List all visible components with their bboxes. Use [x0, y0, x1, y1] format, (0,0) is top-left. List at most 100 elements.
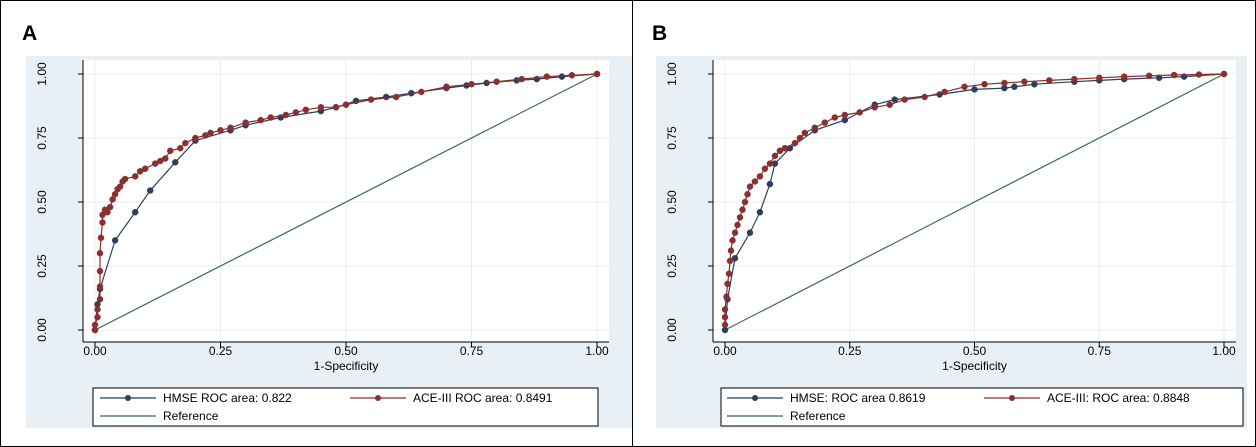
panel-a-series-1-point — [282, 111, 290, 119]
panel-a-chart: A 0.00 0.00 0.25 0.25 0.50 0.50 0.75 0.75 1.00 1.0… — [22, 22, 609, 427]
panel-a-series-1-point — [116, 183, 124, 190]
panel-b-series-1-point — [776, 147, 784, 155]
panel-b-series-1-point — [1001, 79, 1008, 87]
panel-b-x-tick-label: 0.25 — [838, 344, 862, 358]
panel-a-series-1-point — [332, 104, 340, 111]
panel-b-series-1-point — [791, 139, 799, 147]
panel-a-series-0-point — [558, 73, 566, 80]
panel-a-series-1-point — [468, 80, 475, 88]
panel-a-series-2-line — [94, 73, 598, 331]
panel-b-series-0-point — [971, 86, 978, 93]
panel-a-x-tick-label: 0.00 — [83, 344, 107, 358]
panel-a-y-tick-label: 0.25 — [35, 254, 49, 278]
panel-b-series-0-point — [731, 255, 739, 262]
panel-a-series-1-point — [418, 88, 425, 96]
panel-b-x-tick-label: 0.50 — [963, 344, 987, 358]
panel-b-series-1-point — [781, 144, 789, 152]
panel-a-y-tick-label: 0.00 — [35, 318, 49, 342]
panel-a-series-1-point — [151, 160, 159, 167]
panel-b-series-1-point — [721, 321, 729, 329]
panel-a-series-1-point — [106, 203, 114, 211]
panel-b-series-1-point — [726, 257, 734, 265]
panel-b-series-1-point — [731, 229, 739, 236]
panel-b-y-tick-label: 0.50 — [665, 190, 679, 214]
panel-a-series-1-point — [192, 134, 199, 142]
panel-b-series-1-point — [871, 104, 878, 111]
panel-b-series-1-point — [723, 293, 730, 300]
panel-b-series-2-line — [724, 73, 1225, 331]
panel-b-series-1-point — [841, 111, 849, 119]
panel-b-series-1-point — [1170, 71, 1178, 79]
panel-b-series-1-point — [741, 198, 749, 206]
panel-a-x-tick-label: 0.50 — [334, 344, 358, 358]
panel-b-y-tick-label: 0.75 — [665, 126, 679, 150]
panel-b-y-tick-label: 1.00 — [665, 62, 679, 86]
panel-b-series-1-point — [886, 101, 893, 108]
panel-a-x-axis-title: 1-Specificity — [314, 359, 379, 373]
panel-b-series-1-point — [981, 80, 988, 88]
panel-a-series-1-point — [543, 73, 551, 80]
panel-a-series-1-point — [202, 132, 209, 139]
panel-b-series-1-point — [725, 270, 733, 277]
panel-a-legend-entry-0-label: HMSE ROC area: 0.822 — [163, 391, 292, 405]
panel-a-series-1-point — [99, 211, 106, 219]
panel-a-series-1-point — [104, 208, 111, 216]
panel-b-series-1-point — [961, 83, 968, 91]
panel-b-series-0-point — [766, 180, 774, 188]
panel-a-series-1-point — [121, 175, 129, 183]
panel-a-series-1-point — [99, 219, 106, 226]
panel-b-series-1-point — [1046, 77, 1053, 84]
panel-a-label: A — [22, 22, 37, 45]
panel-a-series-1-point — [568, 72, 576, 79]
panel-b-series-1-point — [734, 221, 741, 229]
panel-b-series-1-point — [761, 165, 769, 172]
panel-a-series-1-point — [94, 313, 101, 321]
panel-b-series-1-point — [1120, 73, 1128, 80]
panel-b-series-1-point — [921, 93, 928, 101]
panel-b-x-tick-label: 0.00 — [713, 344, 737, 358]
panel-b-chart: B 0.00 0.00 0.25 0.25 0.50 0.50 0.75 0.75 1.00 1.0… — [652, 22, 1244, 427]
panel-b-series-1-point — [1096, 74, 1103, 82]
panel-b-series-1-point — [727, 247, 735, 254]
panel-b-series-0-point — [1031, 80, 1038, 88]
panel-b-series-1-point — [766, 160, 774, 167]
panel-a-y-tick-label: 0.50 — [35, 190, 49, 214]
panel-a-series-1-point — [96, 267, 104, 275]
panel-b-legend-entry-1-swatch-marker — [1009, 395, 1015, 401]
panel-a-series-1-point — [443, 83, 450, 91]
panel-a-series-0-point — [382, 93, 390, 101]
panel-b-series-1-point — [729, 237, 736, 244]
panel-b-legend-entry-0-label: HMSE: ROC area 0.8619 — [790, 391, 926, 405]
panel-a-series-1-point — [493, 78, 500, 85]
panel-a-series-1-point — [96, 283, 104, 290]
panel-b-series-1-point — [1195, 71, 1203, 78]
panel-b-y-tick-label: 0.25 — [665, 254, 679, 278]
panel-a-legend-box — [92, 387, 599, 427]
panel-b-series-1-point — [739, 206, 746, 213]
panel-a-series-1-point — [96, 296, 104, 303]
panel-b-legend-entry-0-swatch-marker — [752, 395, 758, 401]
panel-b-series-1-point — [821, 119, 829, 126]
panel-b-series-1-point — [1021, 78, 1028, 85]
panel-a-legend-entry-1-swatch-marker — [375, 395, 381, 401]
panel-a-series-1-point — [94, 306, 101, 313]
panel-a-x-tick-label: 1.00 — [585, 344, 609, 358]
panel-b-series-1-point — [811, 124, 819, 132]
panel-a-series-1-point — [367, 96, 375, 103]
panel-a-series-0-point — [172, 159, 179, 166]
panel-a-series-1-point — [302, 106, 310, 114]
panel-a-series-1-point — [111, 191, 119, 198]
panel-a-series-1-point — [317, 104, 325, 111]
panel-a-series-1-point — [392, 93, 400, 101]
panel-b-x-axis-title: 1-Specificity — [942, 359, 1007, 373]
panel-a-legend-entry-0-swatch-marker — [125, 395, 131, 401]
panel-a-series-1-point — [217, 127, 224, 134]
panel-a-y-tick-label: 1.00 — [35, 62, 49, 86]
panel-b-series-1-point — [941, 88, 948, 96]
panel-a-x-tick-label: 0.25 — [209, 344, 233, 358]
panel-a-series-1-point — [292, 109, 300, 116]
panel-b-series-1-point — [744, 191, 751, 198]
panel-b-series-0-point — [1155, 74, 1163, 82]
